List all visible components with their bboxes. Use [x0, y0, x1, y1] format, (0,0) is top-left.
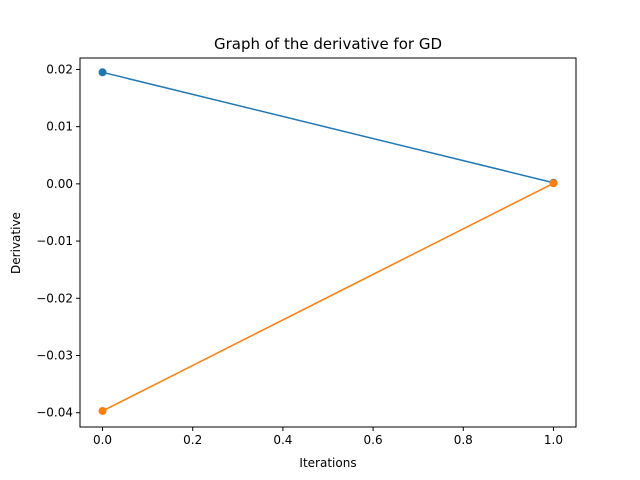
x-tick-label: 0.2 [183, 433, 202, 447]
y-tick-label: −0.01 [36, 234, 73, 248]
x-tick-label: 0.4 [273, 433, 292, 447]
data-point [98, 68, 107, 77]
y-tick-label: −0.02 [36, 291, 73, 305]
y-tick-label: −0.04 [36, 406, 73, 420]
chart-title: Graph of the derivative for GD [214, 35, 442, 53]
y-axis: −0.04 −0.03 −0.02 −0.01 0.00 0.01 0.02 [36, 62, 80, 420]
series-line-1 [102, 71, 554, 184]
y-tick-label: 0.02 [46, 62, 73, 76]
series-layer [98, 68, 558, 415]
x-tick-label: 0.8 [454, 433, 473, 447]
x-axis: 0.0 0.2 0.4 0.6 0.8 1.0 [93, 427, 563, 447]
data-point [98, 406, 107, 415]
data-point [549, 179, 558, 188]
y-axis-label: Derivative [9, 212, 23, 274]
series-line-2 [102, 182, 554, 412]
x-tick-label: 1.0 [544, 433, 563, 447]
x-tick-label: 0.0 [93, 433, 112, 447]
y-tick-label: 0.01 [46, 120, 73, 134]
y-tick-label: 0.00 [46, 177, 73, 191]
y-tick-label: −0.03 [36, 348, 73, 362]
x-tick-label: 0.6 [364, 433, 383, 447]
plot-frame [79, 57, 577, 428]
x-axis-label: Iterations [299, 456, 356, 470]
